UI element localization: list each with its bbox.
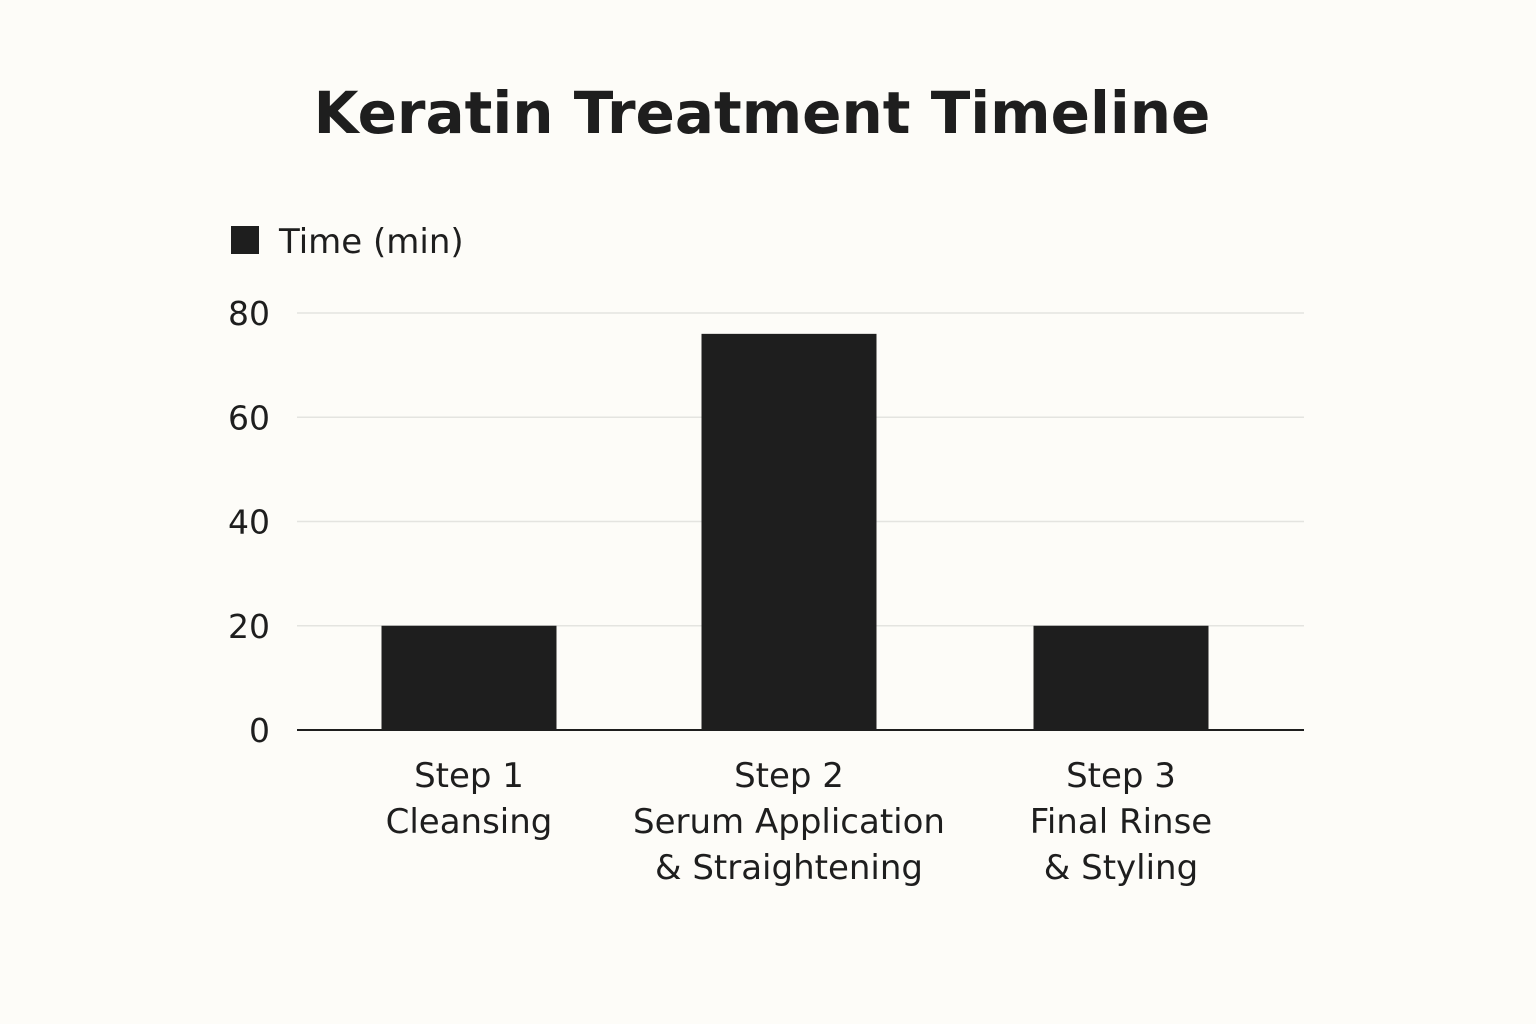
- y-tick-label: 40: [228, 503, 270, 542]
- x-category-label-line: Step 1: [414, 756, 524, 796]
- legend: Time (min): [231, 222, 464, 262]
- x-category-label-line: Serum Application: [633, 802, 945, 842]
- y-tick-label: 60: [228, 398, 270, 437]
- bar-2: [701, 333, 877, 730]
- x-category-label-line: Final Rinse: [1030, 802, 1212, 842]
- x-category-label: Step 3 Final Rinse & Styling: [1030, 756, 1212, 888]
- y-axis-ticks: 0 20 40 60 80: [228, 294, 270, 750]
- y-tick-label: 20: [228, 607, 270, 646]
- x-category-label: Step 2 Serum Application & Straightening: [633, 756, 945, 888]
- x-category-label-line: & Styling: [1044, 848, 1198, 888]
- bar-1: [381, 625, 557, 730]
- chart-title: Keratin Treatment Timeline: [314, 79, 1211, 147]
- legend-label: Time (min): [278, 222, 464, 262]
- y-tick-label: 0: [249, 711, 270, 750]
- legend-swatch: [231, 226, 259, 254]
- x-category-label-line: Step 2: [734, 756, 844, 796]
- y-tick-label: 80: [228, 294, 270, 333]
- bar-3: [1033, 625, 1209, 730]
- x-category-label-line: Cleansing: [386, 802, 553, 842]
- bars: [381, 333, 1209, 730]
- x-category-label-line: & Straightening: [655, 848, 923, 888]
- x-axis-labels: Step 1 Cleansing Step 2 Serum Application & …: [386, 756, 1213, 888]
- x-category-label: Step 1 Cleansing: [386, 756, 553, 842]
- x-category-label-line: Step 3: [1066, 756, 1176, 796]
